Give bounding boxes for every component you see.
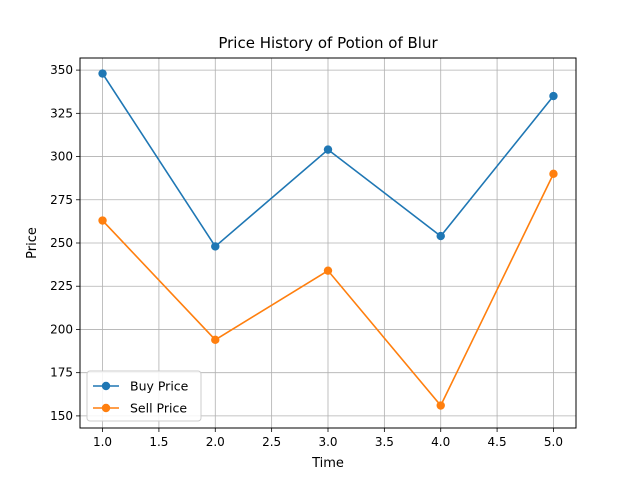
x-tick-label: 2.5	[262, 435, 281, 449]
sell-price-legend-marker	[101, 403, 111, 413]
x-tick-label: 2.0	[206, 435, 225, 449]
buy-price-point	[549, 91, 558, 101]
buy-price-point	[323, 145, 333, 154]
y-tick-label: 325	[50, 106, 73, 120]
y-tick-label: 350	[50, 63, 73, 77]
sell-price-point	[98, 216, 107, 225]
sell-price-point	[211, 335, 220, 345]
x-tick-label: 3.0	[318, 435, 337, 449]
sell-price-point	[323, 266, 333, 275]
x-axis-ticks: 1.0 1.5 2.0 2.5 3.0 3.5 4.0 4.5 5.0	[93, 428, 563, 449]
series-layer	[98, 69, 558, 410]
buy-price-point	[211, 242, 220, 251]
chart-title: Price History of Potion of Blur	[218, 34, 438, 52]
x-tick-label: 3.5	[375, 435, 394, 449]
sell-price-legend-label: Sell Price	[130, 401, 187, 416]
legend: Buy Price Sell Price	[86, 370, 202, 422]
buy-price-legend-label: Buy Price	[130, 379, 189, 394]
x-tick-label: 4.5	[488, 435, 507, 449]
buy-price-legend-marker	[101, 381, 111, 391]
x-tick-label: 4.0	[431, 435, 450, 449]
x-axis-label: Time	[311, 456, 344, 471]
y-tick-label: 225	[50, 279, 73, 293]
y-axis-label: Price	[25, 227, 40, 259]
x-tick-label: 5.0	[544, 435, 563, 449]
sell-price-point	[549, 169, 558, 179]
y-tick-label: 150	[50, 409, 73, 423]
x-tick-label: 1.5	[149, 435, 168, 449]
x-tick-label: 1.0	[93, 435, 112, 449]
y-tick-label: 175	[50, 366, 73, 380]
y-tick-label: 200	[50, 322, 73, 336]
plot-frame	[79, 57, 577, 429]
sell-price-point	[436, 401, 445, 410]
buy-price-point	[436, 231, 445, 241]
y-tick-label: 250	[50, 236, 73, 250]
y-axis-ticks: 150 175 200 225 250 275 300 325 350	[50, 63, 80, 423]
y-tick-label: 275	[50, 193, 73, 207]
y-tick-label: 300	[50, 150, 73, 164]
buy-price-point	[98, 69, 107, 78]
